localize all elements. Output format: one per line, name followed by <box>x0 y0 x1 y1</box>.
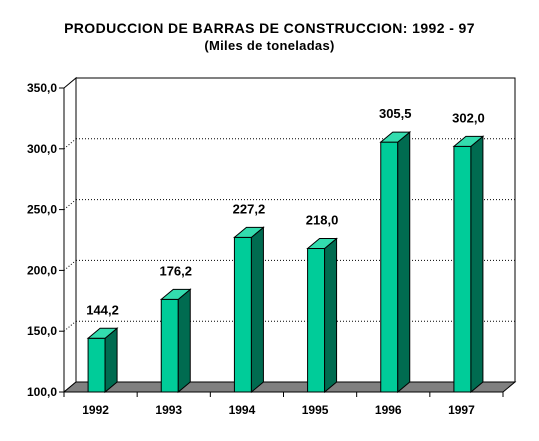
bar-top <box>452 135 485 147</box>
bar-side <box>470 135 484 394</box>
bar-side <box>397 131 411 394</box>
bar-top <box>159 288 192 300</box>
y-tick-label: 150,0 <box>27 324 57 338</box>
bar-front <box>307 248 326 393</box>
bar-front <box>380 141 399 393</box>
chart-subtitle: (Miles de toneladas) <box>204 38 335 53</box>
bar-1996 <box>379 131 412 394</box>
x-tick-label: 1993 <box>155 403 182 417</box>
bar-top <box>233 226 265 238</box>
bar-top <box>86 327 119 339</box>
y-tick-label: 300,0 <box>27 142 57 156</box>
bar-front <box>160 298 179 393</box>
x-tick-label: 1994 <box>229 403 256 417</box>
bar-side <box>250 226 264 394</box>
data-label: 302,0 <box>452 110 485 125</box>
bar-side <box>104 327 118 394</box>
bar-side <box>324 237 338 394</box>
data-label: 218,0 <box>306 213 339 228</box>
bar-1994 <box>233 226 265 394</box>
bar-top <box>379 131 412 143</box>
bar-top <box>306 238 338 250</box>
data-label: 176,2 <box>159 263 192 278</box>
plot-back-wall <box>75 77 516 383</box>
plot-floor <box>62 381 517 393</box>
data-label: 144,2 <box>86 302 119 317</box>
x-tick-label: 1997 <box>448 403 475 417</box>
bar-1992 <box>86 327 119 394</box>
y-tick-label: 200,0 <box>27 263 57 277</box>
data-label: 305,5 <box>379 106 412 121</box>
data-label: 227,2 <box>233 201 266 216</box>
x-tick-label: 1995 <box>302 403 329 417</box>
bar-side <box>177 288 191 394</box>
x-tick-label: 1996 <box>375 403 402 417</box>
y-tick-label: 100,0 <box>27 385 57 399</box>
bar-1993 <box>159 288 192 394</box>
bar-front <box>453 145 472 393</box>
plot-side-wall <box>63 76 77 394</box>
x-tick-label: 1992 <box>82 403 109 417</box>
y-tick-label: 250,0 <box>27 203 57 217</box>
bar-1997 <box>452 135 485 394</box>
bar-front <box>233 236 252 393</box>
y-tick-label: 350,0 <box>27 81 57 95</box>
bar-front <box>87 337 106 393</box>
bar-1995 <box>306 237 338 394</box>
chart-title: PRODUCCION DE BARRAS DE CONSTRUCCION: 19… <box>64 20 475 36</box>
